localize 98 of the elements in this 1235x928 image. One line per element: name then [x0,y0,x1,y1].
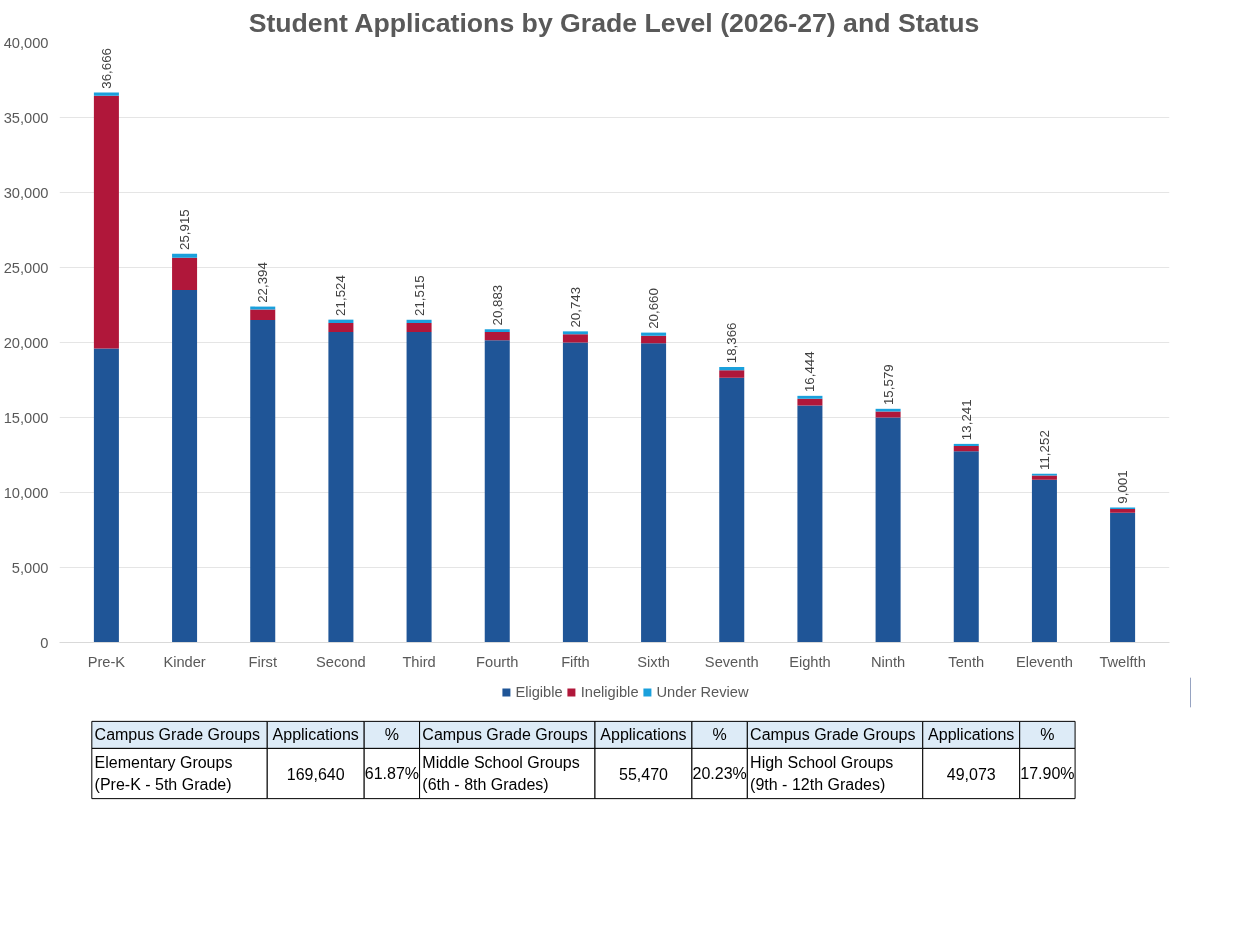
bar [875,417,901,643]
bar [93,348,119,643]
total-label: 13,241 [958,399,974,441]
y-tick-label: 0 [40,634,49,651]
bar [1110,509,1136,513]
total-label: 36,666 [98,47,114,89]
x-tick-label: Fifth [561,653,590,670]
text: 49,073 [946,765,996,783]
bar [875,408,901,412]
bar [484,340,510,643]
x-tick-label: Tenth [948,653,985,670]
text: Campus Grade Groups [750,726,916,744]
bar [953,451,979,643]
text: High School Groups (9th - 12th Grades) [750,753,894,794]
text: 20.23% [692,765,747,783]
text: % [712,726,727,744]
bar [406,319,432,323]
x-tick-label: Fourth [476,653,519,670]
total-label: 11,252 [1036,430,1052,470]
x-tick-label: Eleventh [1015,653,1073,670]
text: 169,640 [286,765,345,783]
bar [172,290,198,643]
text: % [1040,726,1055,744]
bar [484,329,510,332]
bar [562,334,588,343]
total-label: 22,394 [255,261,271,303]
bar [1031,475,1057,480]
text: Middle School Groups (6th - 8th Grades) [422,753,580,794]
bar [719,370,745,378]
total-label: 20,660 [646,288,662,329]
bar [719,377,745,643]
text: % [384,726,399,744]
text: Elementary Groups (Pre-K - 5th Grade) [94,753,233,794]
x-tick-label: Ninth [870,653,906,670]
text: 55,470 [619,765,669,783]
bar [406,323,432,332]
bar [328,323,354,332]
bar [797,395,823,399]
text: Applications [600,726,687,744]
total-label: 21,515 [411,275,427,317]
bar [328,332,354,643]
x-tick-label: Twelfth [1099,653,1146,670]
legend-label: Under Review [656,684,749,700]
bar [250,320,276,643]
bar [172,257,198,290]
bar [93,92,119,96]
bar [797,405,823,643]
y-tick-label: 25,000 [3,259,49,276]
text: Campus Grade Groups [422,726,588,744]
text: 17.90% [1020,765,1075,783]
total-label: 25,915 [177,209,193,251]
text: 61.87% [364,765,420,783]
bar [93,95,119,349]
bar [250,309,276,320]
bar [562,342,588,643]
x-tick-label: Sixth [637,653,670,670]
chart-title: Student Applications by Grade Level (2026-27) and Status [248,7,980,38]
y-tick-label: 40,000 [3,34,49,51]
y-tick-label: 10,000 [3,484,49,501]
text: Applications [928,726,1015,744]
bar [641,335,667,344]
total-label: 18,366 [724,322,740,364]
y-tick-label: 15,000 [3,409,49,426]
bar [562,331,588,335]
bar [250,306,276,310]
bar [172,253,198,258]
bar [1031,479,1057,643]
x-tick-label: Third [402,653,436,670]
x-tick-label: Pre-K [87,653,126,670]
total-label: 20,743 [567,286,583,328]
total-label: 9,001 [1115,470,1131,504]
bar [953,443,979,446]
x-tick-label: Kinder [163,653,206,670]
total-label: 20,883 [489,284,505,326]
text: Campus Grade Groups [94,726,260,744]
x-tick-label: Seventh [704,653,759,670]
bar [875,411,901,418]
bar [719,367,745,371]
x-tick-label: Eighth [789,653,831,670]
bar [484,332,510,341]
x-tick-label: Second [316,653,366,670]
bar [641,332,667,336]
bar [797,398,823,406]
total-label: 21,524 [333,274,349,316]
legend-label: Eligible [515,684,563,700]
total-label: 16,444 [802,350,818,393]
y-tick-label: 35,000 [3,109,49,126]
legend-label: Ineligible [580,684,639,700]
y-tick-label: 20,000 [3,334,49,351]
x-tick-label: First [248,653,277,670]
y-tick-label: 30,000 [3,184,49,201]
bar [641,343,667,643]
bar [1110,512,1136,643]
bar [953,446,979,452]
y-tick-label: 5,000 [11,559,49,576]
total-label: 15,579 [880,364,896,406]
text: Applications [272,726,359,744]
bar [406,332,432,643]
